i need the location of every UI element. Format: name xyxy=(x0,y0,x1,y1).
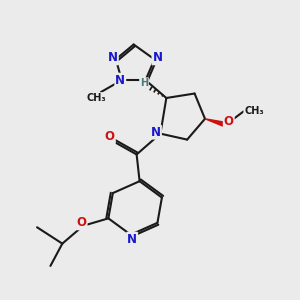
Text: O: O xyxy=(76,216,87,229)
Text: N: N xyxy=(151,126,161,139)
Text: H: H xyxy=(140,78,148,88)
Text: O: O xyxy=(224,115,234,128)
Text: N: N xyxy=(127,233,137,246)
Text: CH₃: CH₃ xyxy=(87,93,106,103)
Polygon shape xyxy=(205,119,226,127)
Text: N: N xyxy=(115,74,125,87)
Text: O: O xyxy=(105,130,115,143)
Text: CH₃: CH₃ xyxy=(244,106,264,116)
Text: N: N xyxy=(108,51,118,64)
Text: N: N xyxy=(152,51,162,64)
